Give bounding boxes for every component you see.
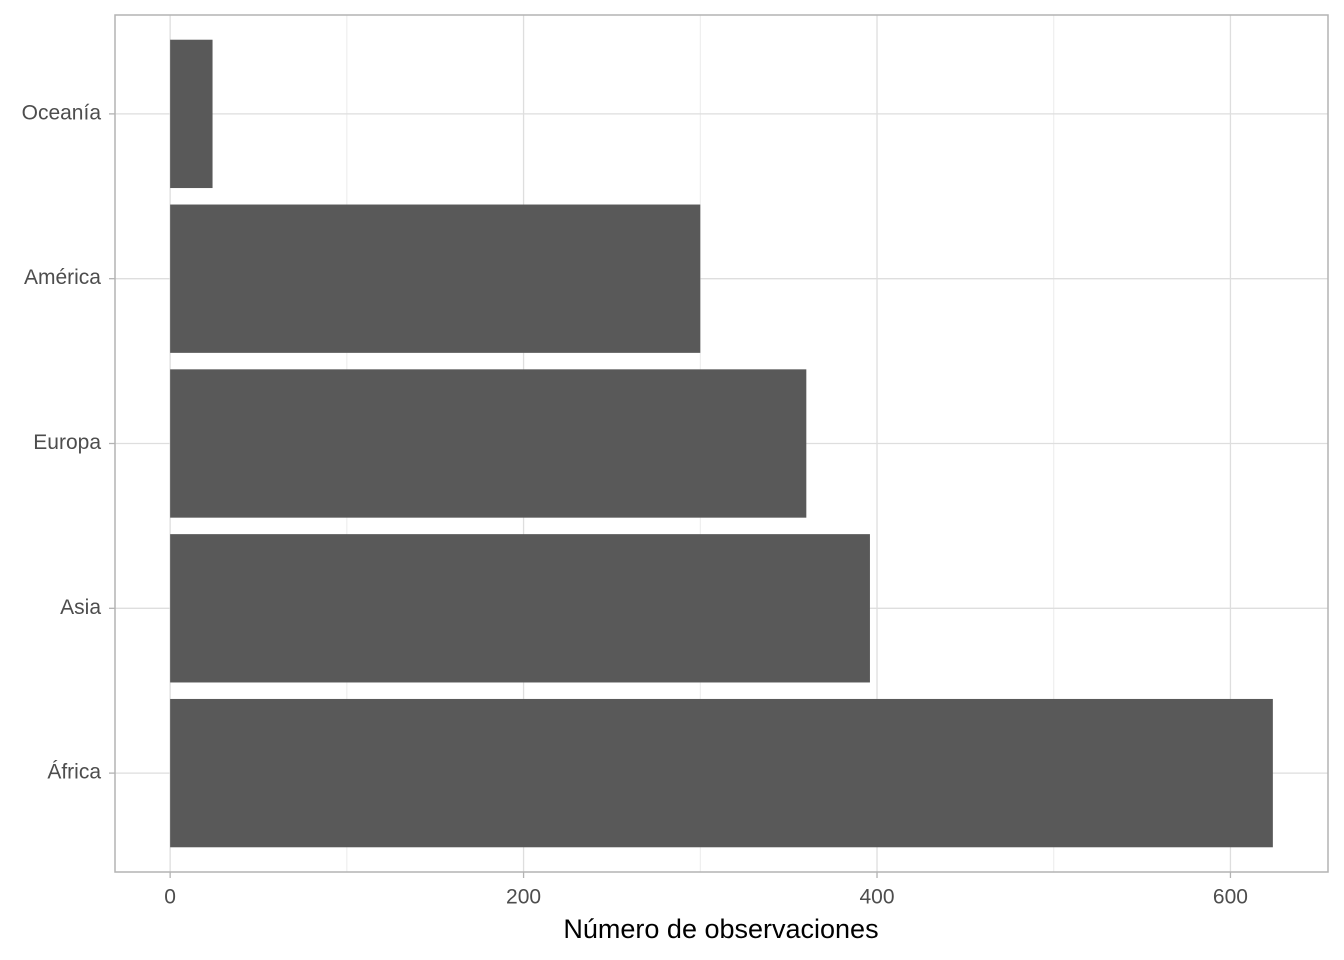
bar [170,369,807,518]
x-tick-label: 200 [506,886,541,909]
panel-border [114,14,1329,873]
y-tick-label: Oceanía [22,101,102,124]
x-axis-title: Número de observaciones [563,914,878,944]
bar [170,204,701,353]
bar [170,534,870,683]
y-tick-label: Asia [60,596,101,619]
bar [170,39,213,189]
y-tick-label: América [24,266,101,289]
x-tick-label: 0 [164,886,176,909]
y-tick-label: Europa [33,431,101,454]
bar [170,698,1273,848]
x-tick-label: 600 [1213,886,1248,909]
x-tick-label: 400 [859,886,894,909]
y-tick-label: África [47,761,101,784]
